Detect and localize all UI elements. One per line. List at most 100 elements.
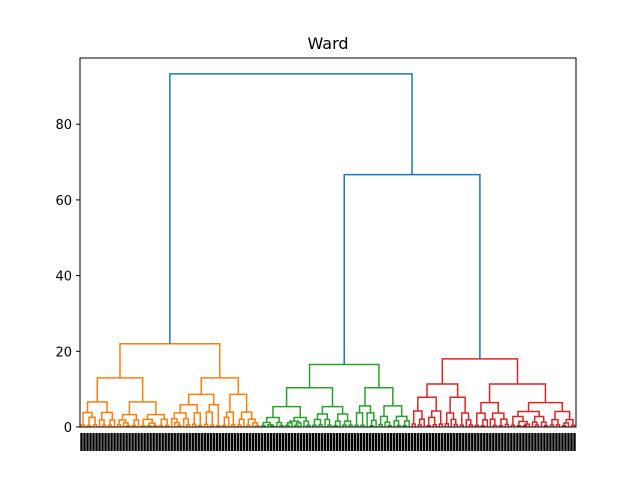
- cluster-3-link: [417, 424, 422, 427]
- cluster-3-link: [450, 418, 457, 427]
- cluster-1-link: [170, 417, 178, 427]
- leaf-label-mark: [125, 433, 128, 451]
- leaf-label-mark: [92, 433, 95, 451]
- cluster-1-link: [223, 416, 230, 427]
- leaf-label-mark: [453, 433, 456, 451]
- leaf-label-mark: [200, 433, 203, 451]
- leaf-label-mark: [161, 433, 164, 451]
- cluster-3-link: [461, 412, 470, 426]
- cluster-1-link: [173, 412, 187, 419]
- leaf-label-mark: [260, 433, 264, 451]
- leaf-label-mark: [341, 433, 345, 451]
- leaf-label-mark: [573, 433, 576, 451]
- leaf-label-mark: [98, 433, 101, 451]
- leaf-label-mark: [468, 433, 471, 451]
- cluster-3-link: [426, 424, 431, 427]
- leaf-label-mark: [275, 433, 279, 451]
- leaf-label-mark: [332, 433, 336, 451]
- leaf-label-mark: [335, 433, 339, 451]
- cluster-3-link: [426, 383, 459, 398]
- leaf-label-mark: [441, 433, 444, 451]
- cluster-1-link: [125, 424, 131, 427]
- leaf-label-mark: [314, 433, 318, 451]
- leaf-label-mark: [170, 433, 173, 451]
- leaf-label-mark: [209, 433, 212, 451]
- leaf-label-mark: [477, 433, 480, 451]
- cluster-2-link: [321, 405, 344, 415]
- leaf-label-mark: [447, 433, 450, 451]
- leaf-label-mark: [413, 433, 417, 451]
- leaf-label-mark: [140, 433, 143, 451]
- cluster-1-link: [133, 419, 140, 427]
- cluster-3-link: [449, 396, 466, 413]
- leaf-label-mark: [525, 433, 528, 451]
- cluster-1-link: [107, 424, 113, 427]
- cluster-2-link: [337, 413, 349, 422]
- cluster-2-link: [402, 424, 407, 427]
- leaf-label-mark: [516, 433, 519, 451]
- y-axis-ticks: 0 20 40 60 80: [55, 118, 80, 436]
- cluster-2-link: [364, 386, 394, 406]
- cluster-1-link: [176, 424, 182, 427]
- leaf-label-mark: [302, 433, 306, 451]
- leaf-label-mark: [194, 433, 197, 451]
- leaf-label-mark: [164, 433, 167, 451]
- leaf-label-mark: [236, 433, 240, 451]
- cluster-1-link: [173, 421, 180, 427]
- leaf-label-mark: [149, 433, 152, 451]
- cluster-2-link: [276, 421, 283, 427]
- leaf-label-mark: [257, 433, 261, 451]
- cluster-2-link: [316, 413, 328, 420]
- leaf-label-mark: [471, 433, 474, 451]
- cluster-1-link: [252, 421, 259, 427]
- leaf-label-mark: [347, 433, 351, 451]
- dendrogram-links: [80, 73, 576, 427]
- leaf-label-mark: [128, 433, 131, 451]
- leaf-label-mark: [116, 433, 119, 451]
- leaf-label-mark: [407, 433, 411, 451]
- cluster-1-link: [86, 401, 108, 413]
- leaf-label-mark: [486, 433, 489, 451]
- cluster-3-link: [543, 424, 549, 427]
- y-tick-label-60: 60: [55, 194, 72, 209]
- cluster-3-link: [491, 412, 505, 420]
- cluster-1-link: [246, 424, 251, 427]
- leaf-label-mark: [519, 433, 522, 451]
- leaf-label-mark: [197, 433, 200, 451]
- leaf-label-mark: [549, 433, 552, 451]
- leaf-label-mark: [419, 433, 423, 451]
- leaf-label-mark: [104, 433, 107, 451]
- leaf-label-mark: [522, 433, 525, 451]
- leaf-label-mark: [510, 433, 513, 451]
- leaf-label-mark: [281, 433, 285, 451]
- leaf-label-mark: [492, 433, 495, 451]
- leaf-label-mark: [218, 433, 221, 451]
- cluster-3-link: [427, 416, 436, 426]
- leaf-label-mark: [489, 433, 492, 451]
- leaf-label-mark: [465, 433, 468, 451]
- cluster-2-link: [378, 423, 383, 427]
- leaf-label-mark: [404, 433, 408, 451]
- leaf-label-mark: [344, 433, 348, 451]
- cluster-2-link: [266, 416, 280, 423]
- cluster-3-link: [522, 425, 528, 427]
- leaf-label-mark: [122, 433, 125, 451]
- cluster-1-link: [208, 403, 220, 426]
- cluster-1-link: [187, 393, 215, 405]
- cluster-1-link: [98, 419, 105, 427]
- cluster-2-link: [286, 422, 293, 427]
- leaf-label-mark: [444, 433, 447, 451]
- cluster-1-link: [160, 418, 168, 426]
- leaf-label-mark: [422, 433, 426, 451]
- leaf-label-mark: [215, 433, 218, 451]
- cluster-1-link: [96, 377, 144, 402]
- cluster-3-link: [445, 412, 455, 424]
- leaf-label-mark: [459, 433, 462, 451]
- leaf-label-mark: [567, 433, 570, 451]
- merge-root-link: [169, 73, 413, 344]
- leaf-label-mark: [296, 433, 300, 451]
- cluster-1-link: [146, 424, 152, 427]
- merge-green-red-link: [343, 173, 481, 365]
- cluster-2-link: [262, 421, 271, 426]
